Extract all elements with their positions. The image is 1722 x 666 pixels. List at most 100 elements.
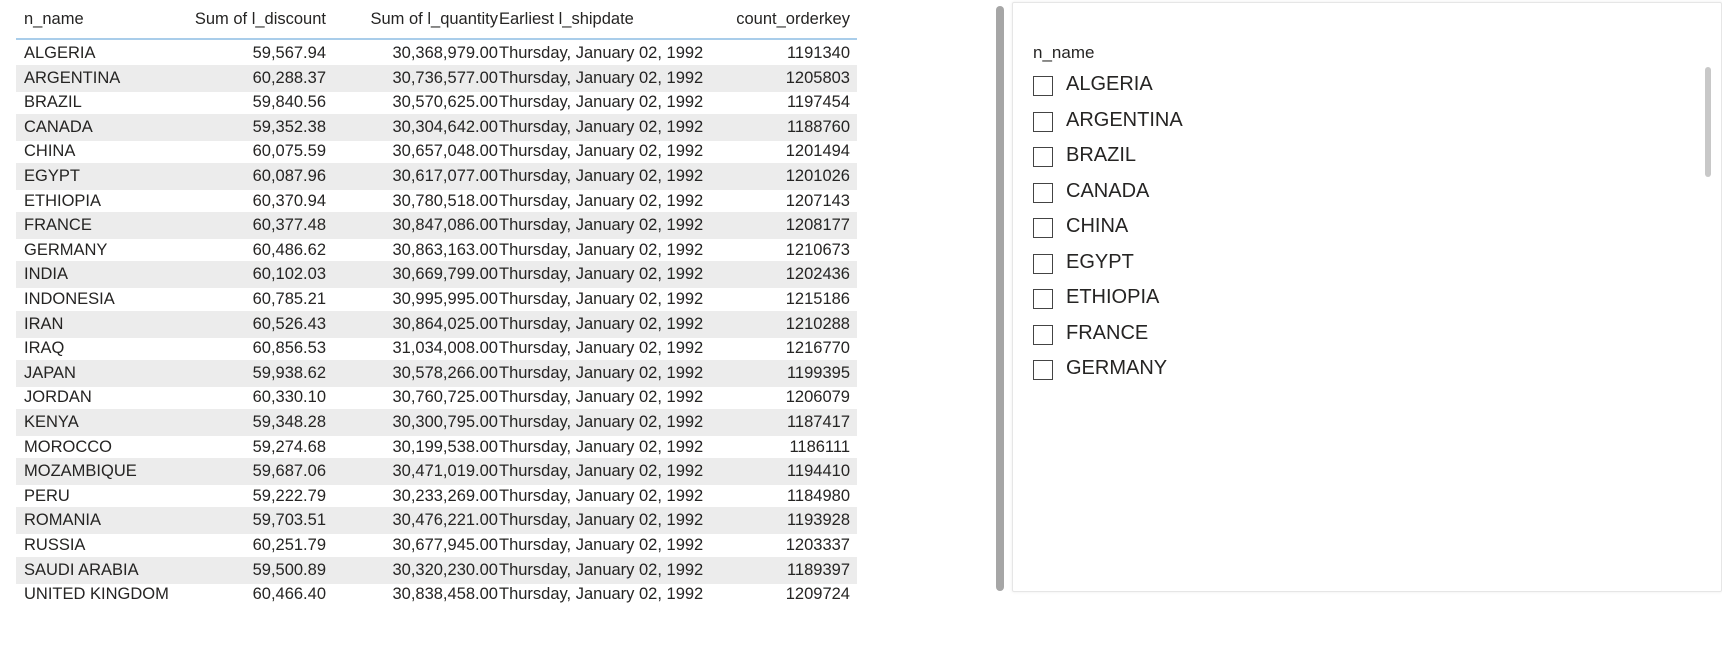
cell-count-orderkey: 1208177: [785, 216, 850, 235]
slicer-item[interactable]: CHINA: [1033, 213, 1633, 249]
slicer-list: ALGERIA ARGENTINA BRAZIL CANADA CHINA EGYPT ET…: [1033, 71, 1673, 397]
table-header-row: n_name Sum of l_discount Sum of l_quanti…: [16, 6, 857, 40]
slicer-item[interactable]: FRANCE: [1033, 320, 1633, 356]
table-row[interactable]: IRAN 60,526.43 30,864,025.00 Thursday, Janu…: [16, 310, 857, 338]
cell-sum-discount: 60,087.96: [252, 167, 326, 185]
cell-sum-quantity: 30,780,518.00: [392, 191, 498, 210]
cell-count-orderkey: 1209724: [785, 585, 850, 604]
cell-count-orderkey: 1188760: [786, 117, 850, 136]
cell-sum-quantity: 30,304,642.00: [392, 117, 498, 136]
table-row[interactable]: JORDAN 60,330.10 30,760,725.00 Thursday, Ja…: [16, 384, 857, 411]
cell-sum-discount: 60,856.53: [252, 339, 326, 358]
slicer-item-label: GERMANY: [1066, 357, 1168, 379]
table-row[interactable]: KENYA 59,348.28 30,300,795.00 Thursday, Jan…: [16, 409, 857, 436]
column-header-count-orderkey[interactable]: count_orderkey: [736, 10, 850, 28]
table-viewport: n_name Sum of l_discount Sum of l_quanti…: [14, 0, 857, 652]
table-vertical-scrollbar[interactable]: [996, 6, 1004, 591]
cell-earliest-shipdate: Thursday, January 02, 1992: [499, 462, 704, 481]
table-row[interactable]: ARGENTINA 60,288.37 30,736,577.00 Thursday,…: [16, 64, 857, 92]
table-row[interactable]: RUSSIA 60,251.79 30,677,945.00 Thursday, Ja…: [16, 532, 857, 559]
cell-sum-quantity: 30,233,269.00: [392, 486, 498, 505]
slicer-item[interactable]: ALGERIA: [1033, 71, 1633, 107]
checkbox-icon[interactable]: [1033, 111, 1053, 132]
cell-sum-quantity: 30,320,230.00: [392, 560, 498, 579]
cell-earliest-shipdate: Thursday, January 02, 1992: [499, 290, 704, 308]
column-header-sum-quantity[interactable]: Sum of l_quantity: [370, 10, 499, 28]
table-row[interactable]: INDIA 60,102.03 30,669,799.00 Thursday, Jan…: [16, 261, 857, 289]
checkbox-icon[interactable]: [1033, 147, 1053, 167]
table-row[interactable]: ROMANIA 59,703.51 30,476,221.00 Thursday, J…: [16, 507, 857, 535]
cell-count-orderkey: 1186111: [789, 437, 850, 456]
table-row[interactable]: INDONESIA 60,785.21 30,995,995.00 Thursday,…: [16, 286, 857, 313]
cell-n-name: CANADA: [24, 117, 93, 136]
table-row[interactable]: BRAZIL 59,840.56 30,570,625.00 Thursday, Ja…: [16, 89, 857, 116]
cell-sum-quantity: 31,034,008.00: [392, 339, 498, 358]
cell-n-name: PERU: [24, 486, 70, 505]
checkbox-icon[interactable]: [1033, 289, 1053, 309]
cell-sum-discount: 59,687.06: [252, 462, 326, 481]
cell-earliest-shipdate: Thursday, January 02, 1992: [499, 363, 704, 382]
slicer-item-label: EGYPT: [1066, 250, 1134, 273]
cell-sum-discount: 60,288.37: [252, 68, 326, 87]
cell-sum-quantity: 30,995,995.00: [392, 290, 498, 308]
cell-sum-discount: 59,567.94: [252, 44, 326, 62]
table-row[interactable]: JAPAN 59,938.62 30,578,266.00 Thursday, Jan…: [16, 359, 857, 387]
table-row[interactable]: ETHIOPIA 60,370.94 30,780,518.00 Thursday, …: [16, 188, 857, 215]
table-row[interactable]: ALGERIA 59,567.94 30,368,979.00 Thursday, J…: [16, 40, 857, 67]
table-row[interactable]: EGYPT 60,087.96 30,617,077.00 Thursday, Jan…: [16, 163, 857, 190]
checkbox-icon[interactable]: [1033, 253, 1053, 274]
cell-count-orderkey: 1197454: [786, 93, 850, 112]
table-row[interactable]: CANADA 59,352.38 30,304,642.00 Thursday, Ja…: [16, 113, 857, 141]
cell-earliest-shipdate: Thursday, January 02, 1992: [499, 44, 704, 62]
cell-sum-quantity: 30,471,019.00: [392, 462, 498, 481]
table-row[interactable]: UNITED KINGDOM 60,466.40 30,838,458.00 Thur…: [16, 581, 857, 608]
checkbox-icon[interactable]: [1033, 324, 1053, 345]
column-header-sum-discount[interactable]: Sum of l_discount: [194, 10, 326, 28]
table-row[interactable]: PERU 59,222.79 30,233,269.00 Thursday, Janu…: [16, 483, 857, 510]
cell-n-name: ALGERIA: [24, 44, 96, 62]
cell-earliest-shipdate: Thursday, January 02, 1992: [499, 240, 704, 259]
checkbox-icon[interactable]: [1033, 182, 1053, 203]
slicer-item[interactable]: ARGENTINA: [1033, 107, 1633, 143]
checkbox-icon[interactable]: [1033, 360, 1053, 380]
cell-sum-quantity: 30,578,266.00: [392, 363, 498, 382]
cell-n-name: JORDAN: [24, 388, 92, 407]
cell-count-orderkey: 1206079: [785, 388, 850, 407]
table-row[interactable]: CHINA 60,075.59 30,657,048.00 Thursday, Jan…: [16, 138, 857, 165]
cell-n-name: KENYA: [24, 413, 79, 431]
checkbox-icon[interactable]: [1033, 76, 1053, 96]
column-header-earliest-shipdate[interactable]: Earliest l_shipdate: [499, 10, 634, 28]
cell-n-name: MOROCCO: [24, 437, 112, 456]
slicer-scrollbar[interactable]: [1705, 67, 1711, 177]
table-row[interactable]: MOROCCO 59,274.68 30,199,538.00 Thursday, J…: [16, 434, 857, 461]
cell-sum-quantity: 30,847,086.00: [392, 216, 498, 235]
checkbox-icon[interactable]: [1033, 218, 1053, 238]
cell-sum-quantity: 30,838,458.00: [392, 585, 498, 604]
slicer-item-label: ETHIOPIA: [1066, 286, 1160, 308]
column-header-n-name[interactable]: n_name: [24, 10, 84, 28]
slicer-item[interactable]: BRAZIL: [1033, 142, 1633, 178]
cell-sum-quantity: 30,570,625.00: [392, 93, 498, 112]
slicer-item[interactable]: EGYPT: [1033, 249, 1633, 285]
cell-sum-discount: 60,102.03: [252, 265, 326, 284]
cell-count-orderkey: 1210288: [785, 314, 850, 333]
table-row[interactable]: SAUDI ARABIA 59,500.89 30,320,230.00 Thursd…: [16, 556, 857, 584]
slicer-item-label: CHINA: [1066, 215, 1129, 237]
slicer-item[interactable]: CANADA: [1033, 178, 1633, 214]
cell-n-name: MOZAMBIQUE: [24, 462, 137, 481]
table-row[interactable]: GERMANY 60,486.62 30,863,163.00 Thursday, J…: [16, 237, 857, 264]
cell-earliest-shipdate: Thursday, January 02, 1992: [499, 511, 704, 530]
slicer-item[interactable]: GERMANY: [1033, 355, 1633, 391]
table-row[interactable]: IRAQ 60,856.53 31,034,008.00 Thursday, Janu…: [16, 335, 857, 362]
cell-count-orderkey: 1194410: [786, 462, 850, 481]
cell-earliest-shipdate: Thursday, January 02, 1992: [499, 191, 704, 210]
table-row[interactable]: FRANCE 60,377.48 30,847,086.00 Thursday, Ja…: [16, 212, 857, 240]
cell-sum-discount: 60,330.10: [252, 388, 326, 407]
cell-sum-quantity: 30,300,795.00: [392, 413, 498, 431]
cell-n-name: CHINA: [24, 142, 76, 161]
cell-count-orderkey: 1202436: [785, 265, 850, 284]
table-row[interactable]: MOZAMBIQUE 59,687.06 30,471,019.00 Thursday…: [16, 458, 857, 486]
slicer-item-label: CANADA: [1066, 179, 1150, 202]
slicer-item[interactable]: ETHIOPIA: [1033, 284, 1633, 320]
slicer-item-label: ARGENTINA: [1066, 108, 1183, 131]
